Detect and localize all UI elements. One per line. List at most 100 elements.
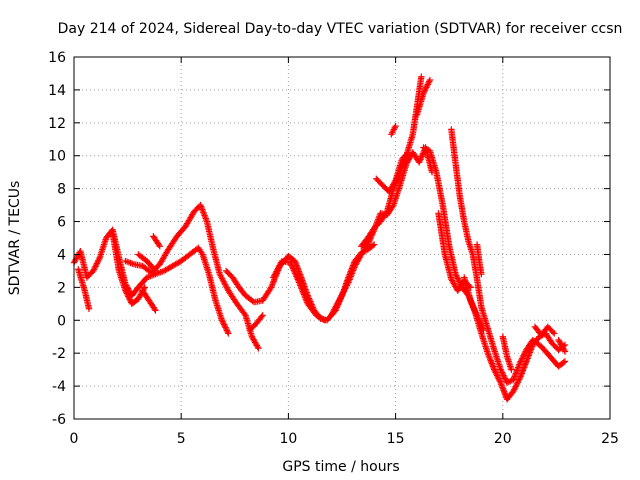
data-point-marker xyxy=(496,378,504,385)
data-point-marker xyxy=(126,296,133,303)
data-point-marker xyxy=(499,370,506,378)
data-point xyxy=(473,312,481,319)
data-point-marker xyxy=(391,178,398,186)
data-point-marker xyxy=(294,276,302,283)
data-point xyxy=(497,366,504,373)
data-point-marker xyxy=(421,87,429,94)
data-point-marker xyxy=(155,241,163,249)
x-tick-label: 25 xyxy=(601,431,619,447)
data-point xyxy=(420,90,427,97)
data-point-marker xyxy=(511,384,519,392)
data-point-marker xyxy=(268,282,276,290)
data-point-marker xyxy=(515,377,522,384)
data-point-marker xyxy=(476,318,483,325)
data-point-marker xyxy=(514,379,522,386)
data-point-marker xyxy=(288,262,296,269)
data-point-marker xyxy=(291,268,298,275)
data-point-marker xyxy=(320,316,327,323)
data-point xyxy=(152,307,159,314)
data-point-marker xyxy=(471,307,479,315)
data-point-marker xyxy=(470,304,478,312)
y-tick-label: 8 xyxy=(57,182,66,198)
data-point-marker xyxy=(293,273,300,280)
data-point-marker xyxy=(290,267,298,274)
data-point-marker xyxy=(560,346,568,354)
data-point-marker xyxy=(500,372,507,379)
data-point-marker xyxy=(453,272,460,279)
data-point-marker xyxy=(473,310,480,318)
data-point xyxy=(478,271,485,278)
data-point xyxy=(85,305,93,312)
data-point xyxy=(561,358,569,365)
data-point-marker xyxy=(419,150,427,157)
data-point-marker xyxy=(293,274,301,282)
data-point-marker xyxy=(423,82,431,90)
data-point-marker xyxy=(92,261,100,269)
data-point-marker xyxy=(91,264,98,272)
data-point-marker xyxy=(303,297,310,304)
data-point xyxy=(259,312,266,319)
data-point-marker xyxy=(478,322,485,329)
data-point xyxy=(268,284,275,291)
data-point-marker xyxy=(422,85,429,93)
data-point xyxy=(90,267,97,275)
data-point-marker xyxy=(123,290,131,297)
data-point-marker xyxy=(420,88,428,95)
data-point-marker xyxy=(289,264,296,271)
data-point-marker xyxy=(517,358,524,365)
data-point-marker xyxy=(520,352,527,359)
data-point-marker xyxy=(453,273,461,281)
data-point xyxy=(287,259,294,266)
data-point-marker xyxy=(298,285,305,292)
data-point xyxy=(508,366,515,373)
data-point-marker xyxy=(417,154,425,162)
data-point-marker xyxy=(521,349,529,357)
data-point xyxy=(364,241,371,248)
data-point-marker xyxy=(495,375,502,382)
data-point-marker xyxy=(424,81,431,88)
data-point-marker xyxy=(94,258,101,266)
data-point-marker xyxy=(419,151,426,159)
data-point-marker xyxy=(254,343,261,351)
data-point-marker xyxy=(474,313,481,321)
data-point-marker xyxy=(295,277,302,285)
y-tick-label: 10 xyxy=(48,149,66,165)
y-axis: -6 -4 -2 0 2 4 6 8 10 12 14 16 xyxy=(48,50,610,428)
data-point-marker xyxy=(479,325,487,332)
data-point-marker xyxy=(220,321,228,328)
data-point-marker xyxy=(300,289,307,297)
y-tick-label: -4 xyxy=(52,379,66,395)
data-point-marker xyxy=(501,373,508,381)
data-point-marker xyxy=(477,321,485,328)
grid xyxy=(74,57,610,419)
y-tick-label: 4 xyxy=(57,247,66,263)
data-point-marker xyxy=(95,257,102,264)
data-point xyxy=(415,159,423,166)
data-point xyxy=(122,287,129,294)
data-point-marker xyxy=(223,327,231,334)
x-tick-label: 20 xyxy=(494,431,512,447)
x-tick-label: 0 xyxy=(70,431,79,447)
data-point xyxy=(141,284,148,291)
data-point-marker xyxy=(92,263,99,270)
y-tick-label: -2 xyxy=(52,346,66,362)
data-point-marker xyxy=(491,367,499,375)
data-point-marker xyxy=(492,369,499,376)
data-point-marker xyxy=(493,372,501,379)
data-point-marker xyxy=(477,319,484,326)
data-point-marker xyxy=(297,283,305,291)
data-point-marker xyxy=(220,319,227,327)
data-point-marker xyxy=(258,313,265,320)
x-tick-label: 5 xyxy=(177,431,186,447)
data-point xyxy=(480,326,487,334)
data-point-marker xyxy=(90,266,98,273)
y-tick-label: 0 xyxy=(57,313,66,329)
y-tick-label: 12 xyxy=(48,116,66,132)
data-point-marker xyxy=(468,300,476,307)
data-point-marker xyxy=(288,261,295,268)
data-point-marker xyxy=(513,381,520,389)
data-point-marker xyxy=(423,84,430,91)
data-point-marker xyxy=(518,356,525,364)
data-point xyxy=(370,241,378,248)
